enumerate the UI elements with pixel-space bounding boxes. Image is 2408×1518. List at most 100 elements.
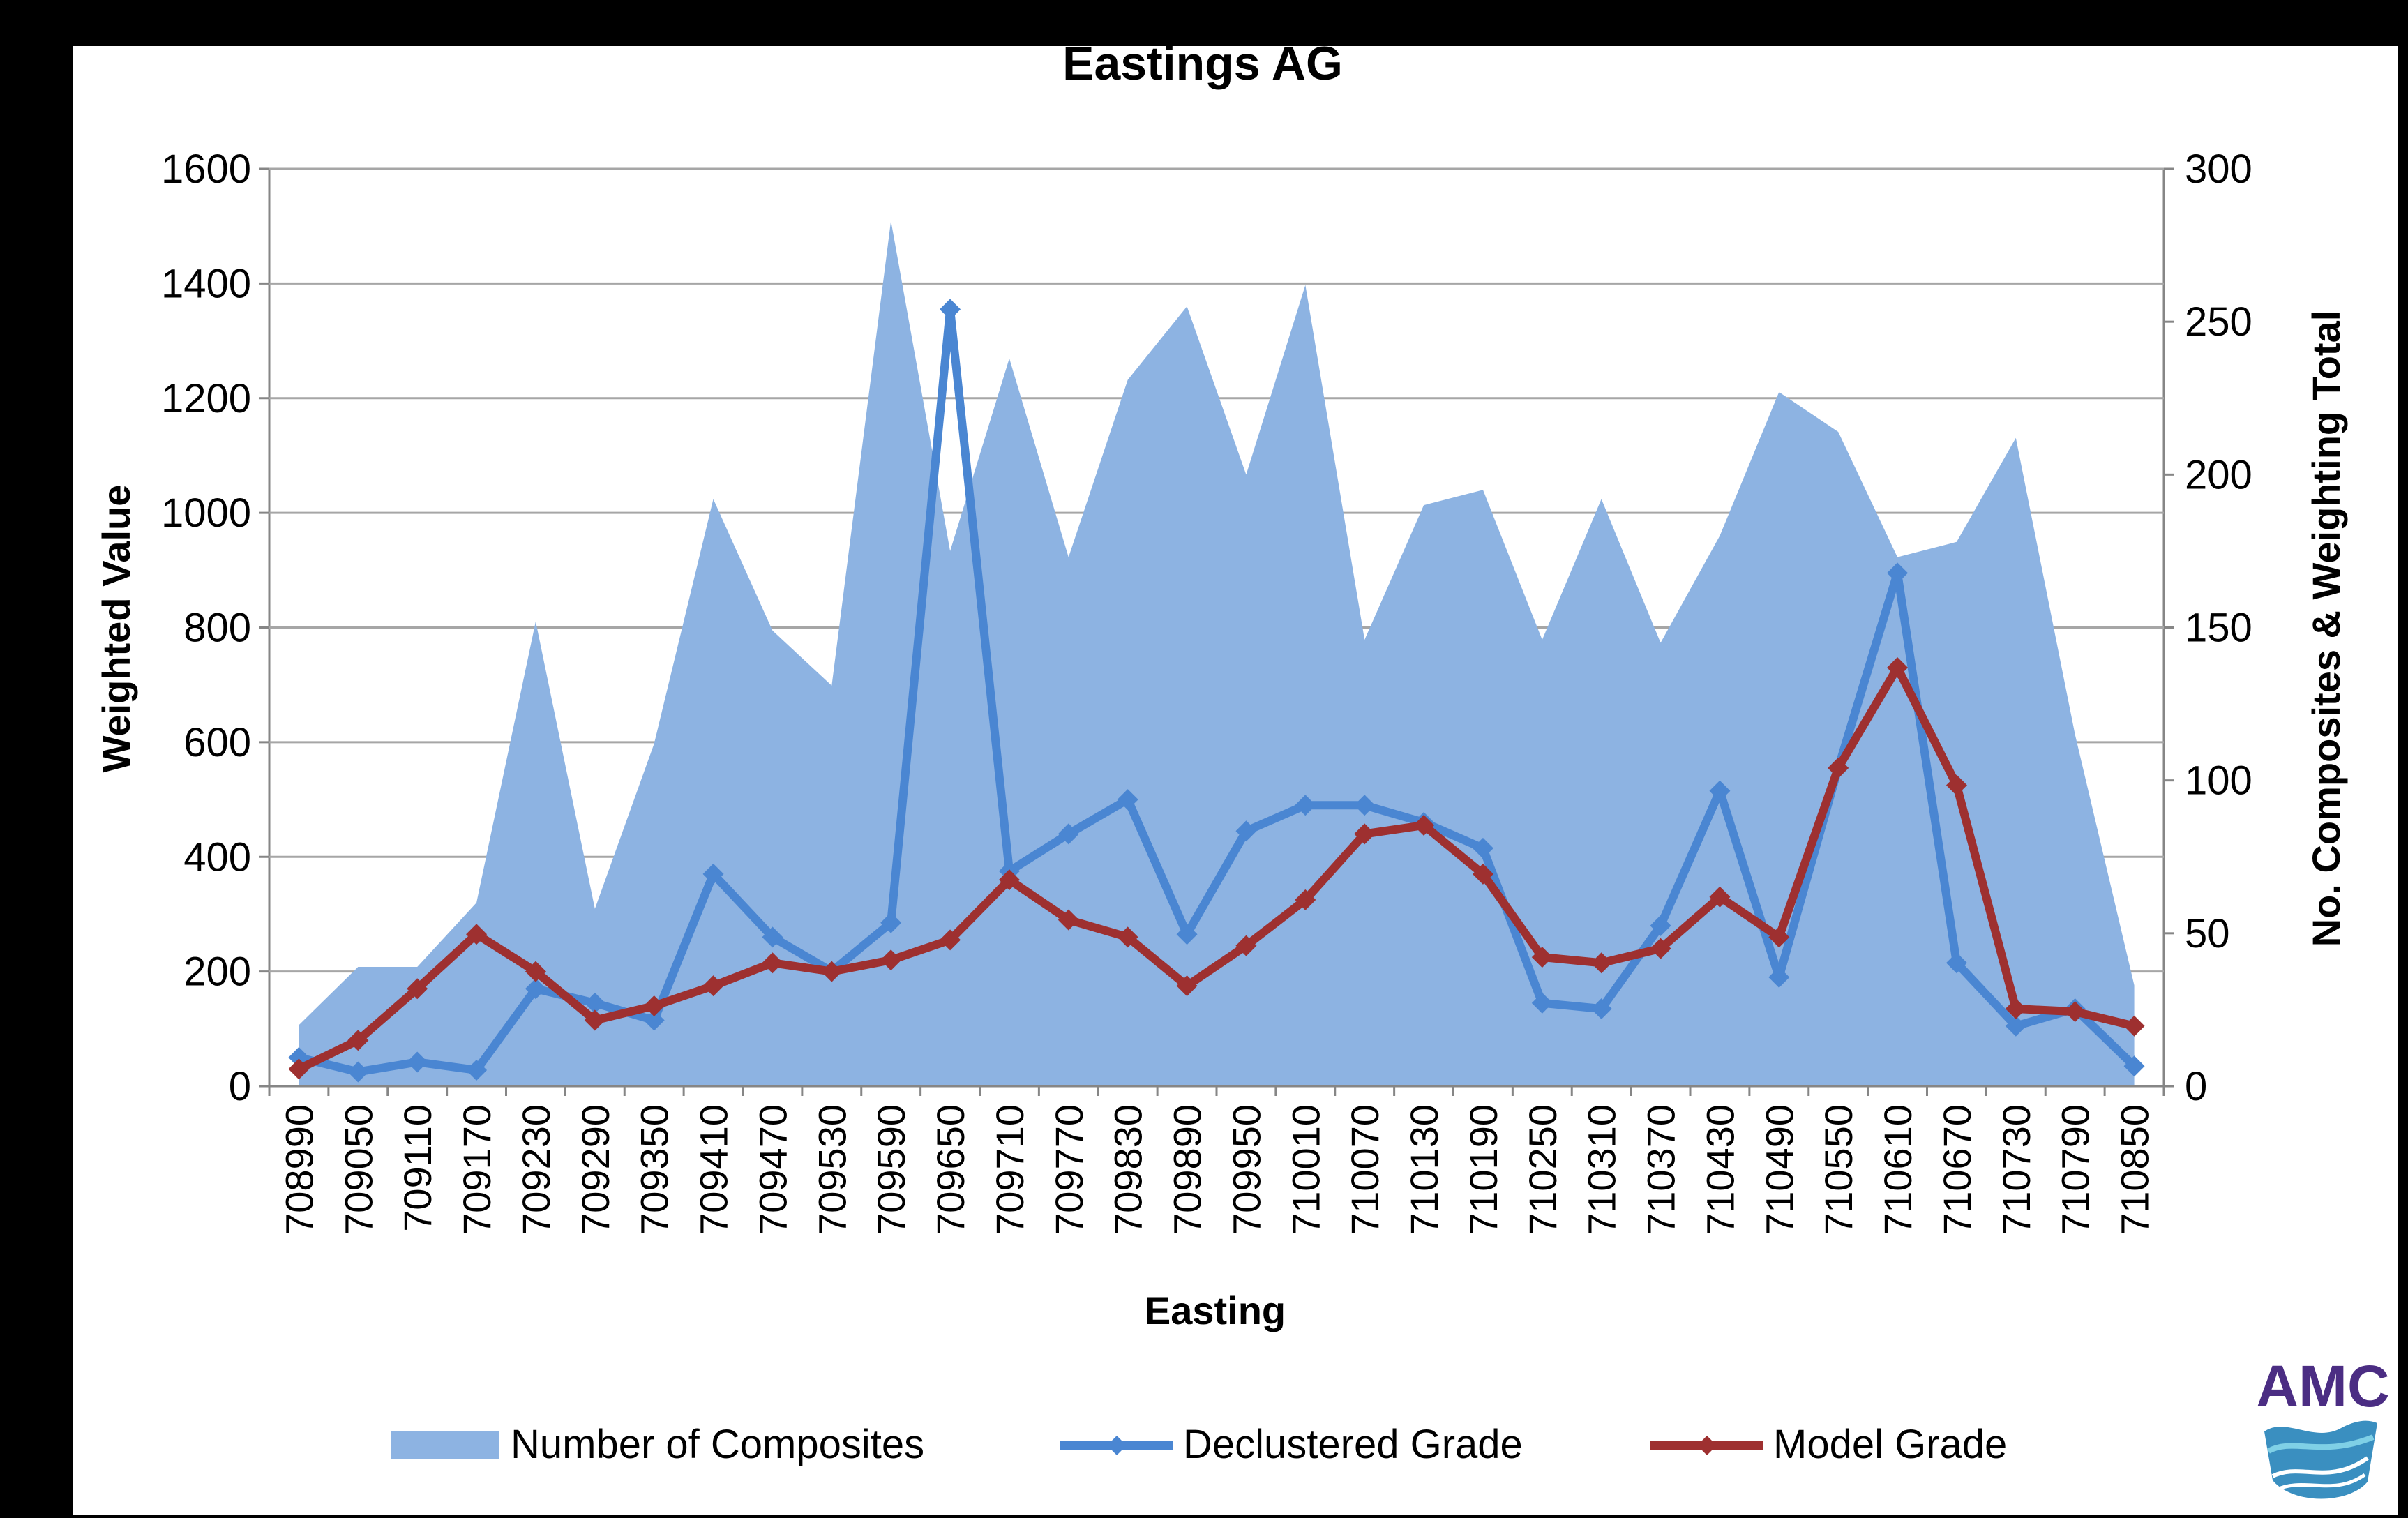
grade-lines-layer: [288, 299, 2145, 1083]
x-tick-label: 709110: [396, 1104, 439, 1232]
right-tick-label: 50: [2185, 911, 2230, 956]
right-tick-label: 0: [2185, 1064, 2207, 1109]
left-tick-label: 1600: [161, 146, 251, 192]
data-point-model: [1709, 886, 1731, 908]
data-point-model: [525, 961, 546, 982]
x-tick-label: 710190: [1461, 1104, 1505, 1235]
x-tick-label: 710490: [1757, 1104, 1801, 1235]
left-tick-label: 800: [183, 606, 251, 651]
data-point-model: [407, 978, 428, 1000]
amc-logo: AMC: [2256, 1353, 2390, 1499]
data-point-model: [1058, 909, 1079, 931]
legend-label-declustered: Declustered Grade: [1183, 1422, 1523, 1467]
data-point-declustered: [940, 299, 961, 320]
data-point-declustered: [762, 926, 783, 948]
data-point-model: [1828, 757, 1849, 779]
data-point-declustered: [1176, 924, 1198, 945]
legend-marker-model: [1697, 1436, 1717, 1455]
right-tick-label: 250: [2185, 299, 2252, 345]
legend-label-model: Model Grade: [1773, 1422, 2007, 1467]
x-tick-label: 709710: [988, 1104, 1032, 1235]
x-tick-label: 710430: [1698, 1104, 1742, 1235]
data-point-model: [1531, 947, 1553, 968]
left-tick-label: 200: [183, 949, 251, 995]
x-tick-label: 710130: [1402, 1104, 1446, 1235]
data-point-model: [762, 952, 783, 974]
data-point-declustered: [1058, 823, 1079, 845]
data-point-declustered: [407, 1051, 428, 1073]
legend-swatch-composites: [391, 1431, 499, 1459]
x-tick-label: 709650: [928, 1104, 972, 1235]
data-point-model: [702, 975, 724, 997]
data-point-model: [1887, 657, 1909, 679]
x-tick-label: 708990: [277, 1104, 321, 1235]
y-axis-label-right: No. Composites & Weighting Total: [2304, 310, 2348, 947]
data-point-model: [1295, 889, 1316, 910]
x-tick-label: 709890: [1166, 1104, 1210, 1235]
x-tick-label: 710610: [1876, 1104, 1920, 1235]
amc-logo-text: AMC: [2256, 1353, 2389, 1419]
series-line-model: [294, 663, 2139, 1074]
right-tick-label: 100: [2185, 758, 2252, 804]
x-tick-label: 709590: [869, 1104, 913, 1235]
x-tick-label: 709230: [514, 1104, 558, 1235]
chart: Eastings AG 0200400600800100012001400160…: [94, 46, 2348, 1467]
data-point-declustered: [2123, 1055, 2145, 1077]
data-point-model: [2123, 1015, 2145, 1037]
x-tick-label: 709290: [573, 1104, 617, 1235]
left-tick-label: 1200: [161, 376, 251, 421]
data-point-declustered: [643, 1009, 665, 1031]
data-point-declustered: [466, 1059, 488, 1081]
data-point-model: [1590, 952, 1612, 974]
data-point-model: [1176, 975, 1198, 997]
data-point-model: [347, 1030, 369, 1051]
data-point-declustered: [525, 978, 546, 1000]
right-tick-label: 300: [2185, 146, 2252, 192]
data-point-declustered: [1887, 562, 1909, 584]
data-point-declustered: [1590, 998, 1612, 1020]
left-tick-label: 600: [183, 720, 251, 765]
x-tick-label: 709350: [633, 1104, 677, 1235]
x-tick-label: 710370: [1639, 1104, 1683, 1235]
data-point-model: [1235, 935, 1257, 956]
right-axis-tick-labels: 0 50 100 150 200 250 300: [2185, 146, 2252, 1109]
legend: Number of Composites Declustered Grade M…: [391, 1422, 2007, 1467]
left-tick-label: 0: [229, 1064, 251, 1109]
x-tick-label: 710310: [1580, 1104, 1624, 1235]
data-point-declustered: [1295, 795, 1316, 816]
left-tick-label: 1000: [161, 490, 251, 536]
data-point-model: [1413, 815, 1435, 836]
left-tick-label: 400: [183, 834, 251, 880]
amc-logo-wave-icon: [2264, 1420, 2377, 1499]
data-point-declustered: [1709, 780, 1731, 802]
x-tick-label: 710070: [1343, 1104, 1387, 1235]
x-axis-tick-labels: 708990 709050 709110 709170 709230 709290 7093…: [277, 1104, 2156, 1235]
data-point-model: [643, 995, 665, 1016]
data-point-declustered: [702, 863, 724, 885]
data-point-model: [821, 961, 843, 982]
x-tick-label: 709530: [810, 1104, 854, 1235]
data-point-declustered: [1768, 966, 1790, 988]
left-axis-tick-labels: 0 200 400 600 800 1000 1200 1400 1600: [161, 146, 251, 1109]
data-point-model: [2005, 998, 2026, 1020]
legend-item-declustered: Declustered Grade: [1060, 1422, 1523, 1467]
chart-frame: Eastings AG 0 200 400 600 800 1000 1200 1400 160…: [73, 46, 2398, 1515]
data-point-model: [1354, 823, 1376, 845]
data-point-model: [1117, 926, 1138, 948]
data-point-declustered: [880, 912, 902, 933]
data-point-declustered: [347, 1061, 369, 1083]
legend-item-composites: Number of Composites: [391, 1422, 924, 1467]
data-point-declustered: [1946, 952, 1967, 974]
data-point-declustered: [1117, 789, 1138, 811]
x-tick-label: 710670: [1935, 1104, 1979, 1235]
data-point-declustered: [1235, 820, 1257, 842]
axes: [268, 1085, 2165, 1096]
data-point-declustered: [2005, 1015, 2026, 1037]
composites-area-layer: [299, 220, 2135, 1087]
data-point-model: [998, 869, 1020, 891]
data-point-model: [940, 929, 961, 951]
y-axis-label-left: Weighted Value: [94, 485, 138, 773]
series-area-composites: [299, 220, 2135, 1087]
x-tick-label: 709950: [1224, 1104, 1268, 1235]
data-point-model: [288, 1058, 310, 1080]
